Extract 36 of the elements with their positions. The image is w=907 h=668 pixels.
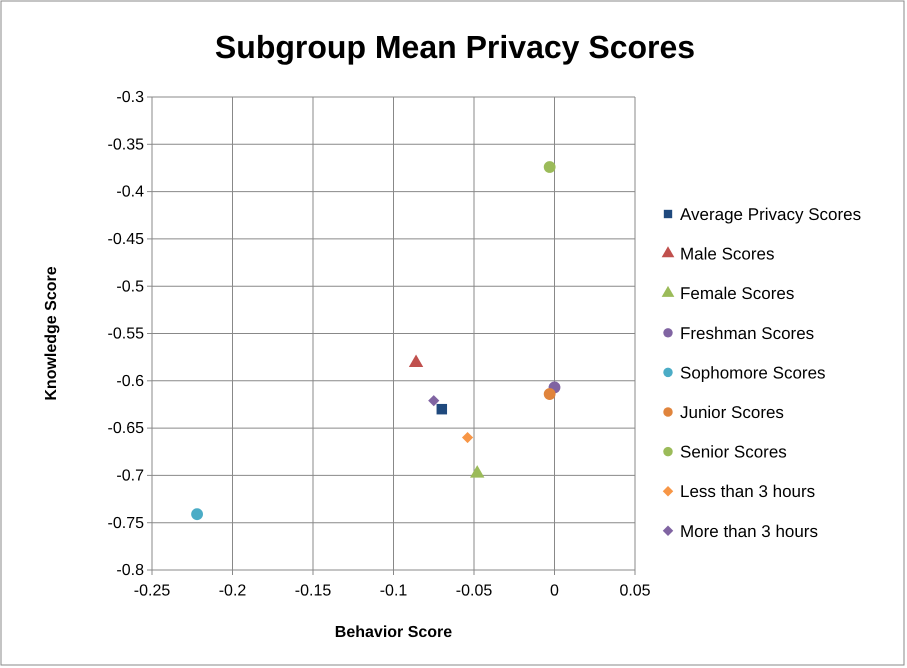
y-tick-label: -0.45: [108, 231, 144, 248]
x-tick-label: -0.15: [294, 582, 332, 600]
x-tick-label: -0.2: [218, 582, 246, 600]
point: [428, 395, 440, 406]
legend-label: Average Privacy Scores: [680, 205, 862, 224]
y-tick-label: -0.6: [116, 372, 144, 390]
y-axis-title: Knowledge Score: [43, 266, 60, 401]
y-tick-label: -0.4: [116, 184, 144, 201]
legend-label: Freshman Scores: [680, 324, 814, 343]
x-tick-label: -0.1: [380, 582, 408, 600]
legend-label: Less than 3 hours: [680, 482, 816, 502]
legend-label: Female Scores: [680, 284, 794, 304]
y-tick-label: -0.8: [116, 562, 144, 580]
x-axis-title: Behavior Score: [334, 624, 452, 641]
y-tick-label: -0.65: [108, 420, 144, 438]
legend-label: Sophomore Scores: [680, 363, 826, 382]
x-tick-label: -0.05: [456, 582, 492, 600]
y-tick-label: -0.7: [116, 468, 144, 485]
x-tick-label: -0.25: [134, 582, 170, 600]
chart-title: Subgroup Mean Privacy Scores: [214, 29, 696, 65]
legend-label: Junior Scores: [680, 403, 784, 422]
point: [436, 404, 448, 414]
legend-label: Male Scores: [680, 244, 774, 264]
legend-label: More than 3 hours: [680, 522, 818, 541]
y-tick-label: -0.75: [108, 514, 144, 532]
point: [544, 161, 556, 173]
y-tick-label: -0.55: [108, 326, 144, 343]
y-tick-label: -0.3: [116, 89, 144, 106]
x-tick-label: 0.05: [619, 582, 651, 600]
point: [462, 432, 474, 444]
point: [191, 508, 203, 520]
legend-label: Senior Scores: [680, 442, 787, 462]
y-tick-label: -0.5: [116, 278, 144, 296]
x-tick-label: 0: [550, 582, 560, 600]
y-tick-label: -0.35: [108, 136, 144, 154]
point: [544, 388, 556, 400]
